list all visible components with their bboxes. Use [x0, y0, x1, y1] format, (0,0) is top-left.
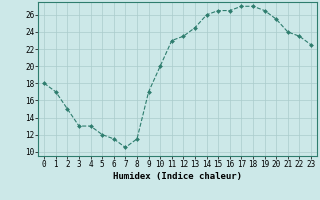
X-axis label: Humidex (Indice chaleur): Humidex (Indice chaleur) — [113, 172, 242, 181]
